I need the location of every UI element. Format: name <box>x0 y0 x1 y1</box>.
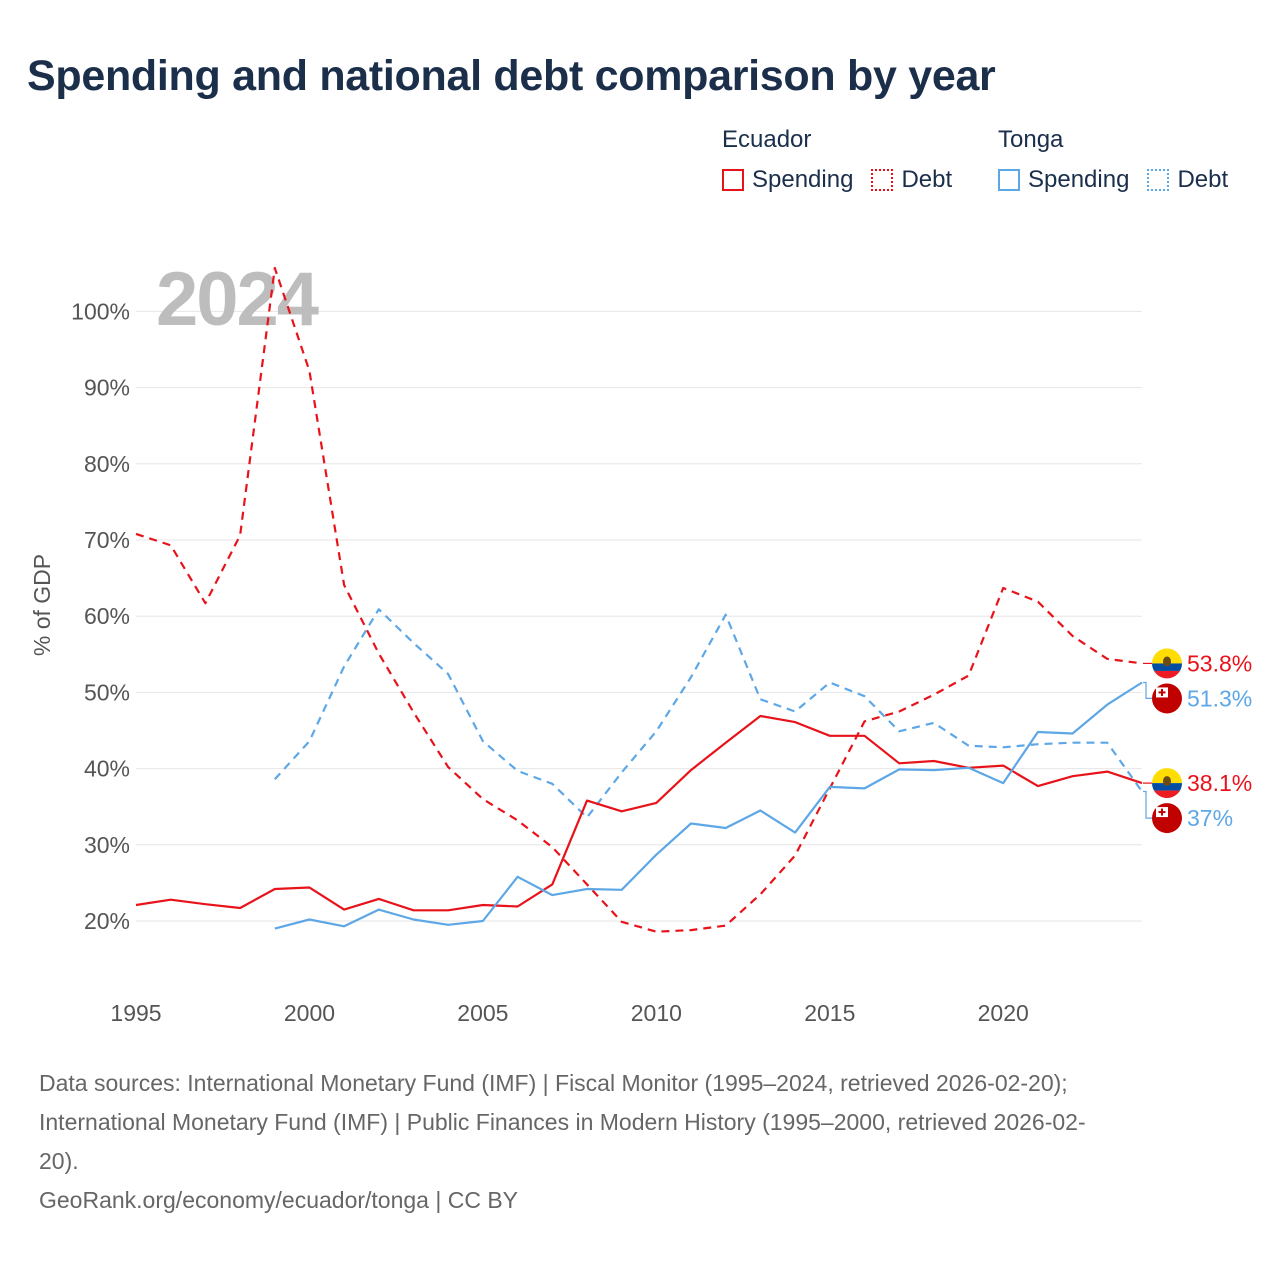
legend-tonga-spending-label: Spending <box>1028 166 1130 193</box>
source-line-4[interactable]: GeoRank.org/economy/ecuador/tonga | CC B… <box>39 1187 519 1213</box>
y-tick-label-80: 80% <box>84 451 130 477</box>
end-labels: 53.8% 51.3% 38.1% 37% <box>1143 648 1252 834</box>
tonga-debt-connector <box>1143 790 1152 819</box>
y-axis-label: % of GDP <box>29 554 55 656</box>
year-watermark: 2024 <box>156 257 319 342</box>
x-axis-ticks: 1995 2000 2005 2010 2015 2020 <box>110 1000 1028 1026</box>
source-line-1: Data sources: International Monetary Fun… <box>39 1070 1068 1096</box>
source-line-3: 20). <box>39 1148 79 1174</box>
x-tick-label-2020: 2020 <box>978 1000 1029 1026</box>
y-tick-label-40: 40% <box>84 756 130 782</box>
tonga-debt-line <box>273 608 1143 819</box>
y-tick-label-60: 60% <box>84 603 130 629</box>
ecuador-spending-end-label: 38.1% <box>1187 770 1252 796</box>
y-tick-label-90: 90% <box>84 375 130 401</box>
ecuador-flag-icon <box>1152 768 1182 799</box>
y-tick-label-30: 30% <box>84 832 130 858</box>
legend-tonga-spending-swatch <box>998 169 1020 191</box>
chart-title: Spending and national debt comparison by… <box>27 52 996 100</box>
legend-tonga-debt-swatch <box>1147 169 1170 191</box>
x-tick-label-2010: 2010 <box>631 1000 682 1026</box>
legend-ecuador-spending-swatch <box>722 169 744 191</box>
source-line-2: International Monetary Fund (IMF) | Publ… <box>39 1109 1086 1135</box>
legend-group-tonga-name: Tonga <box>998 126 1064 153</box>
ecuador-debt-end-label: 53.8% <box>1187 650 1252 676</box>
tonga-spending-line <box>274 681 1143 930</box>
series-lines <box>135 266 1143 933</box>
ecuador-spending-line <box>135 714 1143 912</box>
x-tick-label-2015: 2015 <box>804 1000 855 1026</box>
ecuador-flag-icon <box>1152 648 1182 679</box>
ecuador-debt-line <box>135 266 1143 933</box>
y-tick-label-100: 100% <box>71 298 130 324</box>
x-tick-label-2000: 2000 <box>284 1000 335 1026</box>
tonga-flag-icon <box>1152 803 1182 834</box>
legend-group-tonga: Tonga Spending Debt <box>998 124 1246 194</box>
legend-ecuador-debt-label: Debt <box>901 166 953 193</box>
y-tick-label-50: 50% <box>84 679 130 705</box>
legend-group-ecuador-name: Ecuador <box>722 126 812 153</box>
legend-tonga-spending[interactable]: Spending <box>998 166 1129 194</box>
legend-ecuador-spending[interactable]: Spending <box>722 166 853 194</box>
chart-area: 2024 20% 30% 40% 50% 60% 70% 80% 90% 100% 1995 20… <box>29 257 1252 1026</box>
tonga-spending-end-label: 51.3% <box>1187 685 1252 711</box>
tonga-flag-icon <box>1152 683 1182 714</box>
legend-tonga-debt[interactable]: Debt <box>1147 166 1228 194</box>
tonga-spending-connector <box>1143 681 1152 700</box>
legend-ecuador-debt[interactable]: Debt <box>871 166 952 194</box>
y-tick-label-20: 20% <box>84 908 130 934</box>
legend-ecuador-debt-swatch <box>871 169 894 191</box>
y-axis-ticks: 20% 30% 40% 50% 60% 70% 80% 90% 100% <box>71 298 130 934</box>
x-tick-label-2005: 2005 <box>457 1000 508 1026</box>
tonga-debt-end-label: 37% <box>1187 805 1233 831</box>
legend-tonga-debt-label: Debt <box>1177 166 1229 193</box>
legend-ecuador-spending-label: Spending <box>752 166 854 193</box>
x-tick-label-1995: 1995 <box>110 1000 161 1026</box>
y-tick-label-70: 70% <box>84 527 130 553</box>
legend-group-ecuador: Ecuador Spending Debt <box>722 124 970 194</box>
